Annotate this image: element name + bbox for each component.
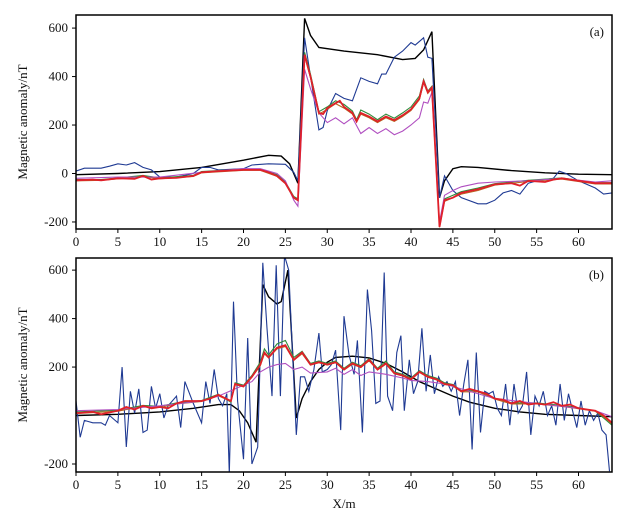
panel-label: (a) — [590, 24, 604, 39]
y-tick-label: -200 — [44, 456, 68, 471]
x-tick-label: 40 — [405, 234, 418, 249]
x-tick-label: 25 — [279, 477, 292, 492]
x-tick-label: 0 — [73, 234, 80, 249]
x-tick-label: 60 — [572, 477, 585, 492]
series-line-orange — [76, 55, 612, 228]
series-line-red — [76, 54, 612, 227]
y-tick-label: -200 — [44, 214, 68, 229]
panel-b: 0 5 10 15 20 25 30 35 40 45 50 55 60 600 400 200 -200 Mag… — [15, 257, 613, 511]
x-tick-label: 60 — [572, 234, 585, 249]
x-tick-label: 30 — [321, 234, 334, 249]
series-line-black — [76, 269, 612, 443]
x-tick-label: 5 — [115, 477, 122, 492]
x-tick-label: 20 — [237, 234, 250, 249]
panel-label: (b) — [589, 267, 604, 282]
x-tick-label: 20 — [237, 477, 250, 492]
x-tick-label: 45 — [446, 234, 459, 249]
x-axis-label: X/m — [332, 496, 355, 511]
x-tick-label: 45 — [446, 477, 459, 492]
y-tick-label: 400 — [49, 69, 69, 84]
x-tick-label: 55 — [530, 234, 543, 249]
series-line-green — [76, 52, 612, 226]
x-tick-label: 10 — [153, 477, 166, 492]
x-tick-label: 40 — [405, 477, 418, 492]
y-tick-label: 200 — [49, 359, 69, 374]
y-tick-label: 400 — [49, 311, 69, 326]
series-line-red — [76, 344, 612, 424]
panel-a: 0 5 10 15 20 25 30 35 40 45 50 55 60 600 400 200 0 -200 Ma… — [15, 14, 613, 249]
y-tick-label: 600 — [49, 20, 69, 35]
x-tick-label: 15 — [195, 234, 208, 249]
series-line-magenta — [76, 69, 612, 223]
x-tick-label: 25 — [279, 234, 292, 249]
y-tick-label: 0 — [62, 166, 69, 181]
series-line-magenta — [76, 362, 612, 418]
x-tick-label: 50 — [488, 477, 501, 492]
y-axis-label: Magnetic anomaly/nT — [15, 64, 30, 179]
x-tick-label: 0 — [73, 477, 80, 492]
series-line-black — [76, 18, 612, 198]
series-line-blue — [76, 258, 611, 472]
x-tick-label: 30 — [321, 477, 334, 492]
plot-frame — [75, 257, 613, 473]
x-tick-label: 15 — [195, 477, 208, 492]
x-tick-label: 35 — [363, 477, 376, 492]
x-tick-label: 10 — [153, 234, 166, 249]
x-tick-label: 50 — [488, 234, 501, 249]
plot-frame — [75, 14, 613, 230]
y-tick-label: 200 — [49, 117, 69, 132]
y-axis-label: Magnetic anomaly/nT — [15, 307, 30, 422]
x-tick-label: 5 — [115, 234, 122, 249]
y-tick-label: 600 — [49, 262, 69, 277]
x-tick-label: 55 — [530, 477, 543, 492]
x-tick-label: 35 — [363, 234, 376, 249]
